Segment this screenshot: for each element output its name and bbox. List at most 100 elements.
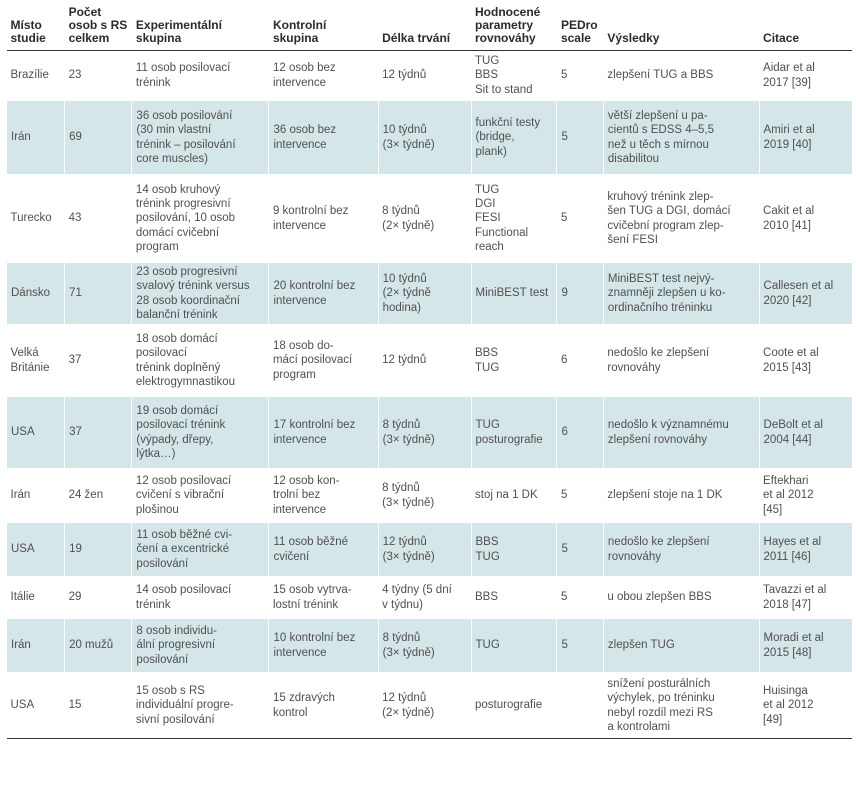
cell-duration: 8 týdnů (3× týdně) [378, 468, 472, 523]
cell-experimental-group: 15 osob s RS individuální progre- sivní … [131, 672, 269, 739]
cell-pedro-scale: 5 [556, 576, 604, 619]
table-row: USA 15 15 osob s RS individuální progre- s… [6, 672, 852, 739]
cell-pedro-scale: 5 [556, 618, 604, 673]
cell-results: nedošlo ke zlepšení rovnováhy [603, 324, 760, 397]
cell-balance-parameters: stoj na 1 DK [471, 468, 557, 523]
column-header-results: Výsledky [603, 4, 760, 51]
cell-experimental-group: 11 osob běžné cvi- čení a excentrické po… [131, 522, 269, 577]
cell-location: Turecko [6, 174, 65, 263]
cell-patients-count: 19 [64, 522, 132, 577]
header-row: Místo studie Počet osob s RS celkem Experi… [6, 4, 852, 51]
cell-citation: Huisinga et al 2012 [49] [759, 672, 852, 739]
cell-control-group: 20 kontrolní bez intervence [268, 262, 379, 325]
column-header-experimental-group: Experimentální skupina [131, 4, 269, 51]
cell-results: větší zlepšení u pa- cientů s EDSS 4–5,5… [602, 100, 760, 175]
cell-results: MiniBEST test nejvý- znamněji zlepšen u … [602, 262, 760, 325]
cell-location: USA [5, 522, 65, 577]
cell-location: Irán [5, 100, 65, 175]
cell-location: USA [6, 672, 65, 739]
cell-location: Irán [5, 618, 65, 673]
cell-duration: 10 týdnů (3× týdně) [377, 100, 472, 175]
cell-patients-count: 43 [64, 174, 132, 263]
cell-results: nedošlo k významnému zlepšení rovnováhy [602, 396, 760, 469]
table-row: Turecko 43 14 osob kruhový trénink progres… [6, 174, 852, 263]
cell-pedro-scale: 5 [556, 50, 604, 101]
cell-patients-count: 29 [64, 576, 132, 619]
cell-patients-count: 37 [64, 324, 132, 397]
cell-patients-count: 23 [64, 50, 132, 101]
cell-duration: 4 týdny (5 dní v týdnu) [378, 576, 472, 619]
cell-citation: Tavazzi et al 2018 [47] [759, 576, 852, 619]
cell-control-group: 9 kontrolní bez intervence [268, 174, 379, 263]
cell-citation: Coote et al 2015 [43] [759, 324, 852, 397]
table-row: Itálie 29 14 osob posilovací trénink 15 oso… [6, 576, 852, 619]
cell-experimental-group: 14 osob kruhový trénink progresivní posi… [131, 174, 269, 263]
cell-experimental-group: 18 osob domácí posilovací trénink doplně… [131, 324, 269, 397]
cell-patients-count: 71 [64, 262, 132, 325]
table-row: USA 19 11 osob běžné cvi- čení a excentric… [5, 522, 852, 577]
table-row: Irán 24 žen 12 osob posilovací cvičení s v… [6, 468, 852, 523]
cell-citation: Eftekhari et al 2012 [45] [759, 468, 852, 523]
table-row: USA 37 19 osob domácí posilovací trénink (… [5, 396, 852, 469]
cell-pedro-scale: 6 [556, 396, 604, 469]
table-row: Dánsko 71 23 osob progresivní svalový trén… [5, 262, 852, 325]
cell-patients-count: 69 [64, 100, 132, 175]
cell-duration: 12 týdnů [378, 324, 472, 397]
cell-control-group: 11 osob běžné cvičení [268, 522, 379, 577]
cell-patients-count: 20 mužů [64, 618, 132, 673]
cell-citation: Moradi et al 2015 [48] [758, 618, 852, 673]
cell-experimental-group: 36 osob posilování (30 min vlastní tréni… [131, 100, 269, 175]
cell-results: zlepšení stoje na 1 DK [603, 468, 760, 523]
cell-pedro-scale [556, 672, 604, 739]
cell-control-group: 18 osob do- mácí posilovací program [268, 324, 379, 397]
cell-patients-count: 24 žen [64, 468, 132, 523]
cell-duration: 12 týdnů (2× týdně) [378, 672, 472, 739]
cell-experimental-group: 8 osob individu- ální progresivní posilo… [131, 618, 269, 673]
cell-duration: 12 týdnů [378, 50, 472, 101]
cell-results: zlepšení TUG a BBS [603, 50, 760, 101]
column-header-duration: Délka trvání [378, 4, 472, 51]
table-row: Brazílie 23 11 osob posilovací trénink 12 o… [6, 50, 852, 101]
cell-balance-parameters: BBS TUG [471, 324, 557, 397]
column-header-pedro-scale: PEDro scale [556, 4, 604, 51]
cell-citation: Cakit et al 2010 [41] [759, 174, 852, 263]
cell-citation: Callesen et al 2020 [42] [758, 262, 852, 325]
cell-patients-count: 37 [64, 396, 132, 469]
cell-control-group: 15 osob vytrva- lostní trénink [268, 576, 379, 619]
cell-results: kruhový trénink zlep- šen TUG a DGI, dom… [603, 174, 760, 263]
cell-duration: 8 týdnů (3× týdně) [377, 618, 472, 673]
cell-location: Itálie [6, 576, 65, 619]
cell-control-group: 15 zdravých kontrol [268, 672, 379, 739]
column-header-patients-count: Počet osob s RS celkem [64, 4, 132, 51]
cell-pedro-scale: 5 [556, 100, 604, 175]
column-header-balance-parameters: Hodnocené parametry rovnováhy [471, 4, 557, 51]
cell-experimental-group: 19 osob domácí posilovací trénink (výpad… [131, 396, 269, 469]
study-table-container: Místo studie Počet osob s RS celkem Experi… [5, 4, 852, 739]
column-header-citation: Citace [759, 4, 852, 51]
cell-balance-parameters: BBS TUG [470, 522, 557, 577]
cell-location: USA [5, 396, 65, 469]
table-row: Irán 69 36 osob posilování (30 min vlastní… [5, 100, 852, 175]
cell-citation: Hayes et al 2011 [46] [758, 522, 852, 577]
cell-balance-parameters: TUG BBS Sit to stand [471, 50, 557, 101]
cell-control-group: 12 osob bez intervence [268, 50, 379, 101]
cell-results: zlepšen TUG [602, 618, 760, 673]
cell-duration: 8 týdnů (2× týdně) [378, 174, 472, 263]
cell-pedro-scale: 5 [556, 174, 604, 263]
cell-location: Dánsko [5, 262, 65, 325]
cell-citation: Aidar et al 2017 [39] [759, 50, 852, 101]
cell-pedro-scale: 6 [556, 324, 604, 397]
cell-location: Irán [6, 468, 65, 523]
table-row: Velká Británie 37 18 osob domácí posilovac… [6, 324, 852, 397]
cell-balance-parameters: posturografie [471, 672, 557, 739]
cell-duration: 10 týdnů (2× týdně hodina) [377, 262, 472, 325]
cell-experimental-group: 23 osob progresivní svalový trénink vers… [131, 262, 269, 325]
table-body: Brazílie 23 11 osob posilovací trénink 12 o… [5, 50, 852, 739]
cell-balance-parameters: TUG posturografie [470, 396, 557, 469]
cell-balance-parameters: BBS [471, 576, 557, 619]
cell-location: Velká Británie [6, 324, 65, 397]
cell-results: snížení posturálních výchylek, po trénin… [603, 672, 760, 739]
cell-experimental-group: 11 osob posilovací trénink [131, 50, 269, 101]
cell-balance-parameters: TUG DGI FESI Functional reach [471, 174, 557, 263]
cell-control-group: 12 osob kon- trolní bez intervence [268, 468, 379, 523]
